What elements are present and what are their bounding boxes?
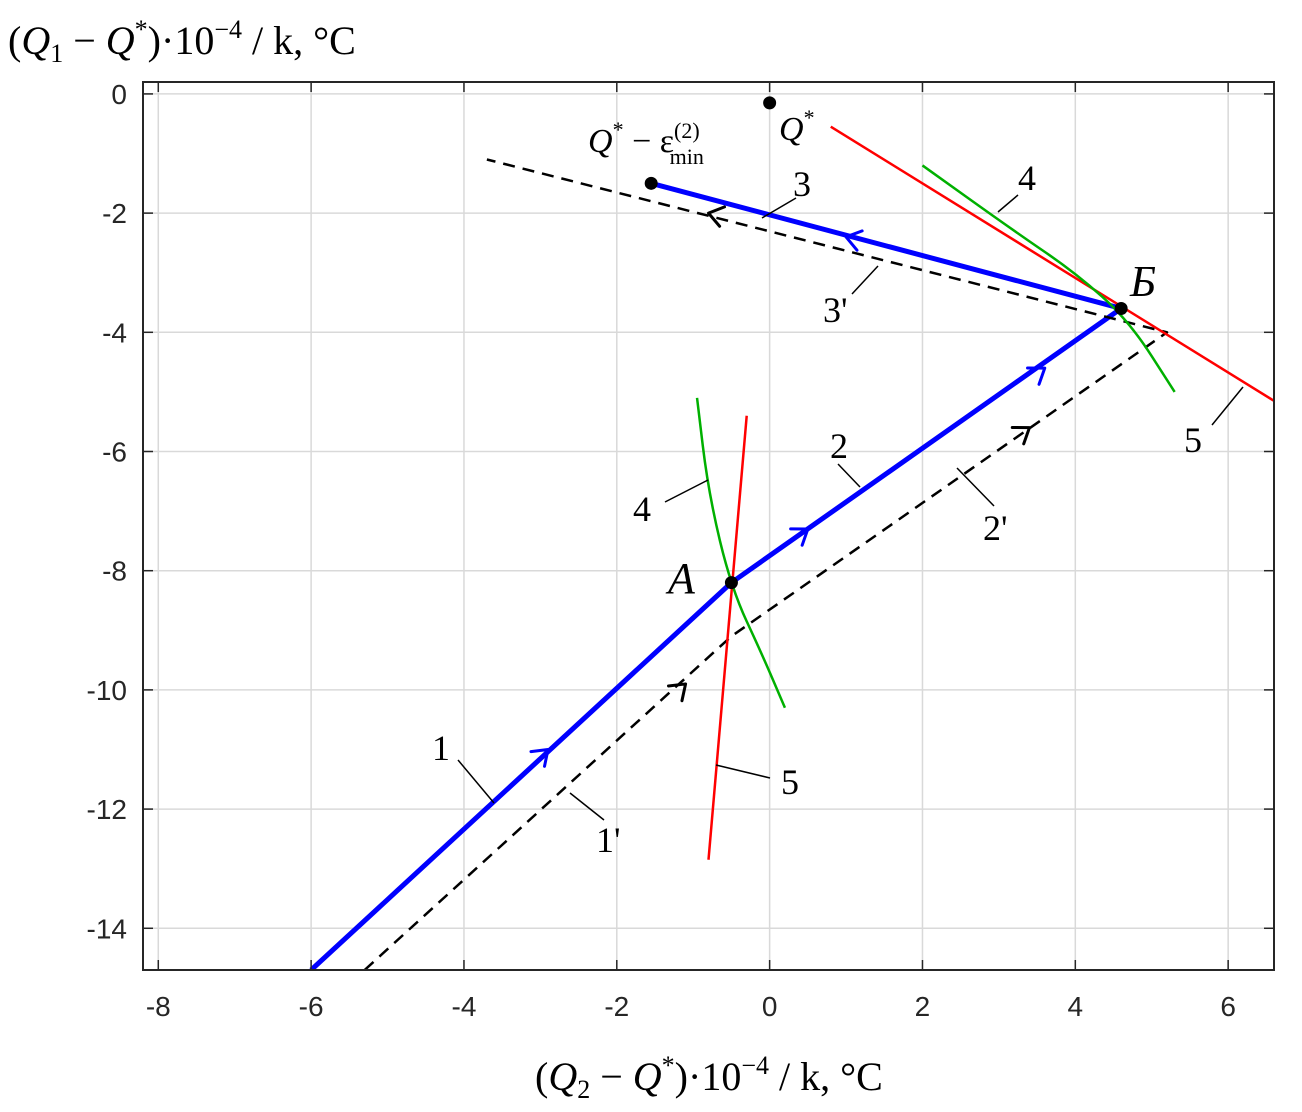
label-3: 3 <box>793 164 811 204</box>
solid-path-direction-arrow <box>1026 366 1047 386</box>
label-1-prime: 1' <box>596 820 621 860</box>
label-q-star-minus-eps: Q* − ε(2) min <box>588 117 704 169</box>
solid-path-direction-arrow <box>529 747 550 768</box>
leader-5-bottom <box>715 764 771 779</box>
leader-4-top <box>997 194 1019 213</box>
plot-frame <box>142 81 1275 971</box>
label-2: 2 <box>830 426 848 466</box>
label-5-right: 5 <box>1184 420 1202 460</box>
leader-2 <box>837 463 861 488</box>
label-5-bottom: 5 <box>781 762 799 802</box>
annotation-leaders <box>457 194 1244 821</box>
solid-path-line <box>309 180 1124 970</box>
leader-4-bottom <box>664 479 709 503</box>
label-3-prime: 3' <box>823 290 848 330</box>
x-tick-label: 6 <box>1220 991 1236 1022</box>
y-tick-label: -14 <box>87 913 127 944</box>
label-q-star: Q* <box>779 105 815 148</box>
point-label-b: Б <box>1129 257 1156 306</box>
grid <box>143 82 1274 970</box>
y-tick-label: -10 <box>87 675 127 706</box>
dashed-path-direction-arrow <box>1010 425 1031 446</box>
solid-path-direction-arrow <box>844 229 864 252</box>
green-curve-line <box>695 397 787 709</box>
point-marker <box>763 96 777 110</box>
leader-2-prime <box>956 467 995 507</box>
dashed-path-line <box>363 158 1169 970</box>
leader-1 <box>457 759 495 804</box>
y-tick-label: 0 <box>111 79 127 110</box>
label-2-prime: 2' <box>983 508 1008 548</box>
ticks: -8 -6 -4 -2 0 2 4 6 0 -2 -4 -6 -8 -10 -12 -14 <box>87 79 1274 1022</box>
x-tick-label: 2 <box>915 991 931 1022</box>
green-curve-line <box>921 164 1176 393</box>
x-tick-label: -6 <box>299 991 324 1022</box>
solid-path-direction-arrow <box>789 527 810 547</box>
dashed-path-direction-arrow <box>666 682 688 703</box>
point-marker <box>724 576 738 590</box>
series-layer <box>309 125 1274 970</box>
label-1: 1 <box>432 728 450 768</box>
point-label-a: A <box>665 554 696 603</box>
x-tick-label: 0 <box>762 991 778 1022</box>
leader-3-prime <box>851 265 879 295</box>
x-axis-title: (Q2 − Q*)·10−4 / k, °C <box>535 1051 883 1104</box>
leader-5-right <box>1211 386 1244 426</box>
y-tick-label: -2 <box>102 198 127 229</box>
y-axis-title: (Q1 − Q*)·10−4 / k, °C <box>8 15 356 68</box>
label-4-bottom: 4 <box>633 489 651 529</box>
markers <box>644 96 1128 590</box>
point-marker <box>644 176 658 190</box>
y-tick-label: -8 <box>102 556 127 587</box>
x-tick-label: 4 <box>1068 991 1084 1022</box>
red-line-line <box>830 125 1274 402</box>
leader-3 <box>761 197 797 219</box>
red-line-line <box>707 415 748 860</box>
leader-1-prime <box>569 792 605 821</box>
x-tick-label: -2 <box>604 991 629 1022</box>
x-tick-label: -4 <box>452 991 477 1022</box>
y-tick-label: -12 <box>87 794 127 825</box>
x-tick-label: -8 <box>146 991 171 1022</box>
dashed-path-direction-arrow <box>707 205 727 228</box>
point-marker <box>1114 301 1128 315</box>
y-tick-label: -6 <box>102 437 127 468</box>
y-tick-label: -4 <box>102 317 127 348</box>
label-4-top: 4 <box>1018 158 1036 198</box>
